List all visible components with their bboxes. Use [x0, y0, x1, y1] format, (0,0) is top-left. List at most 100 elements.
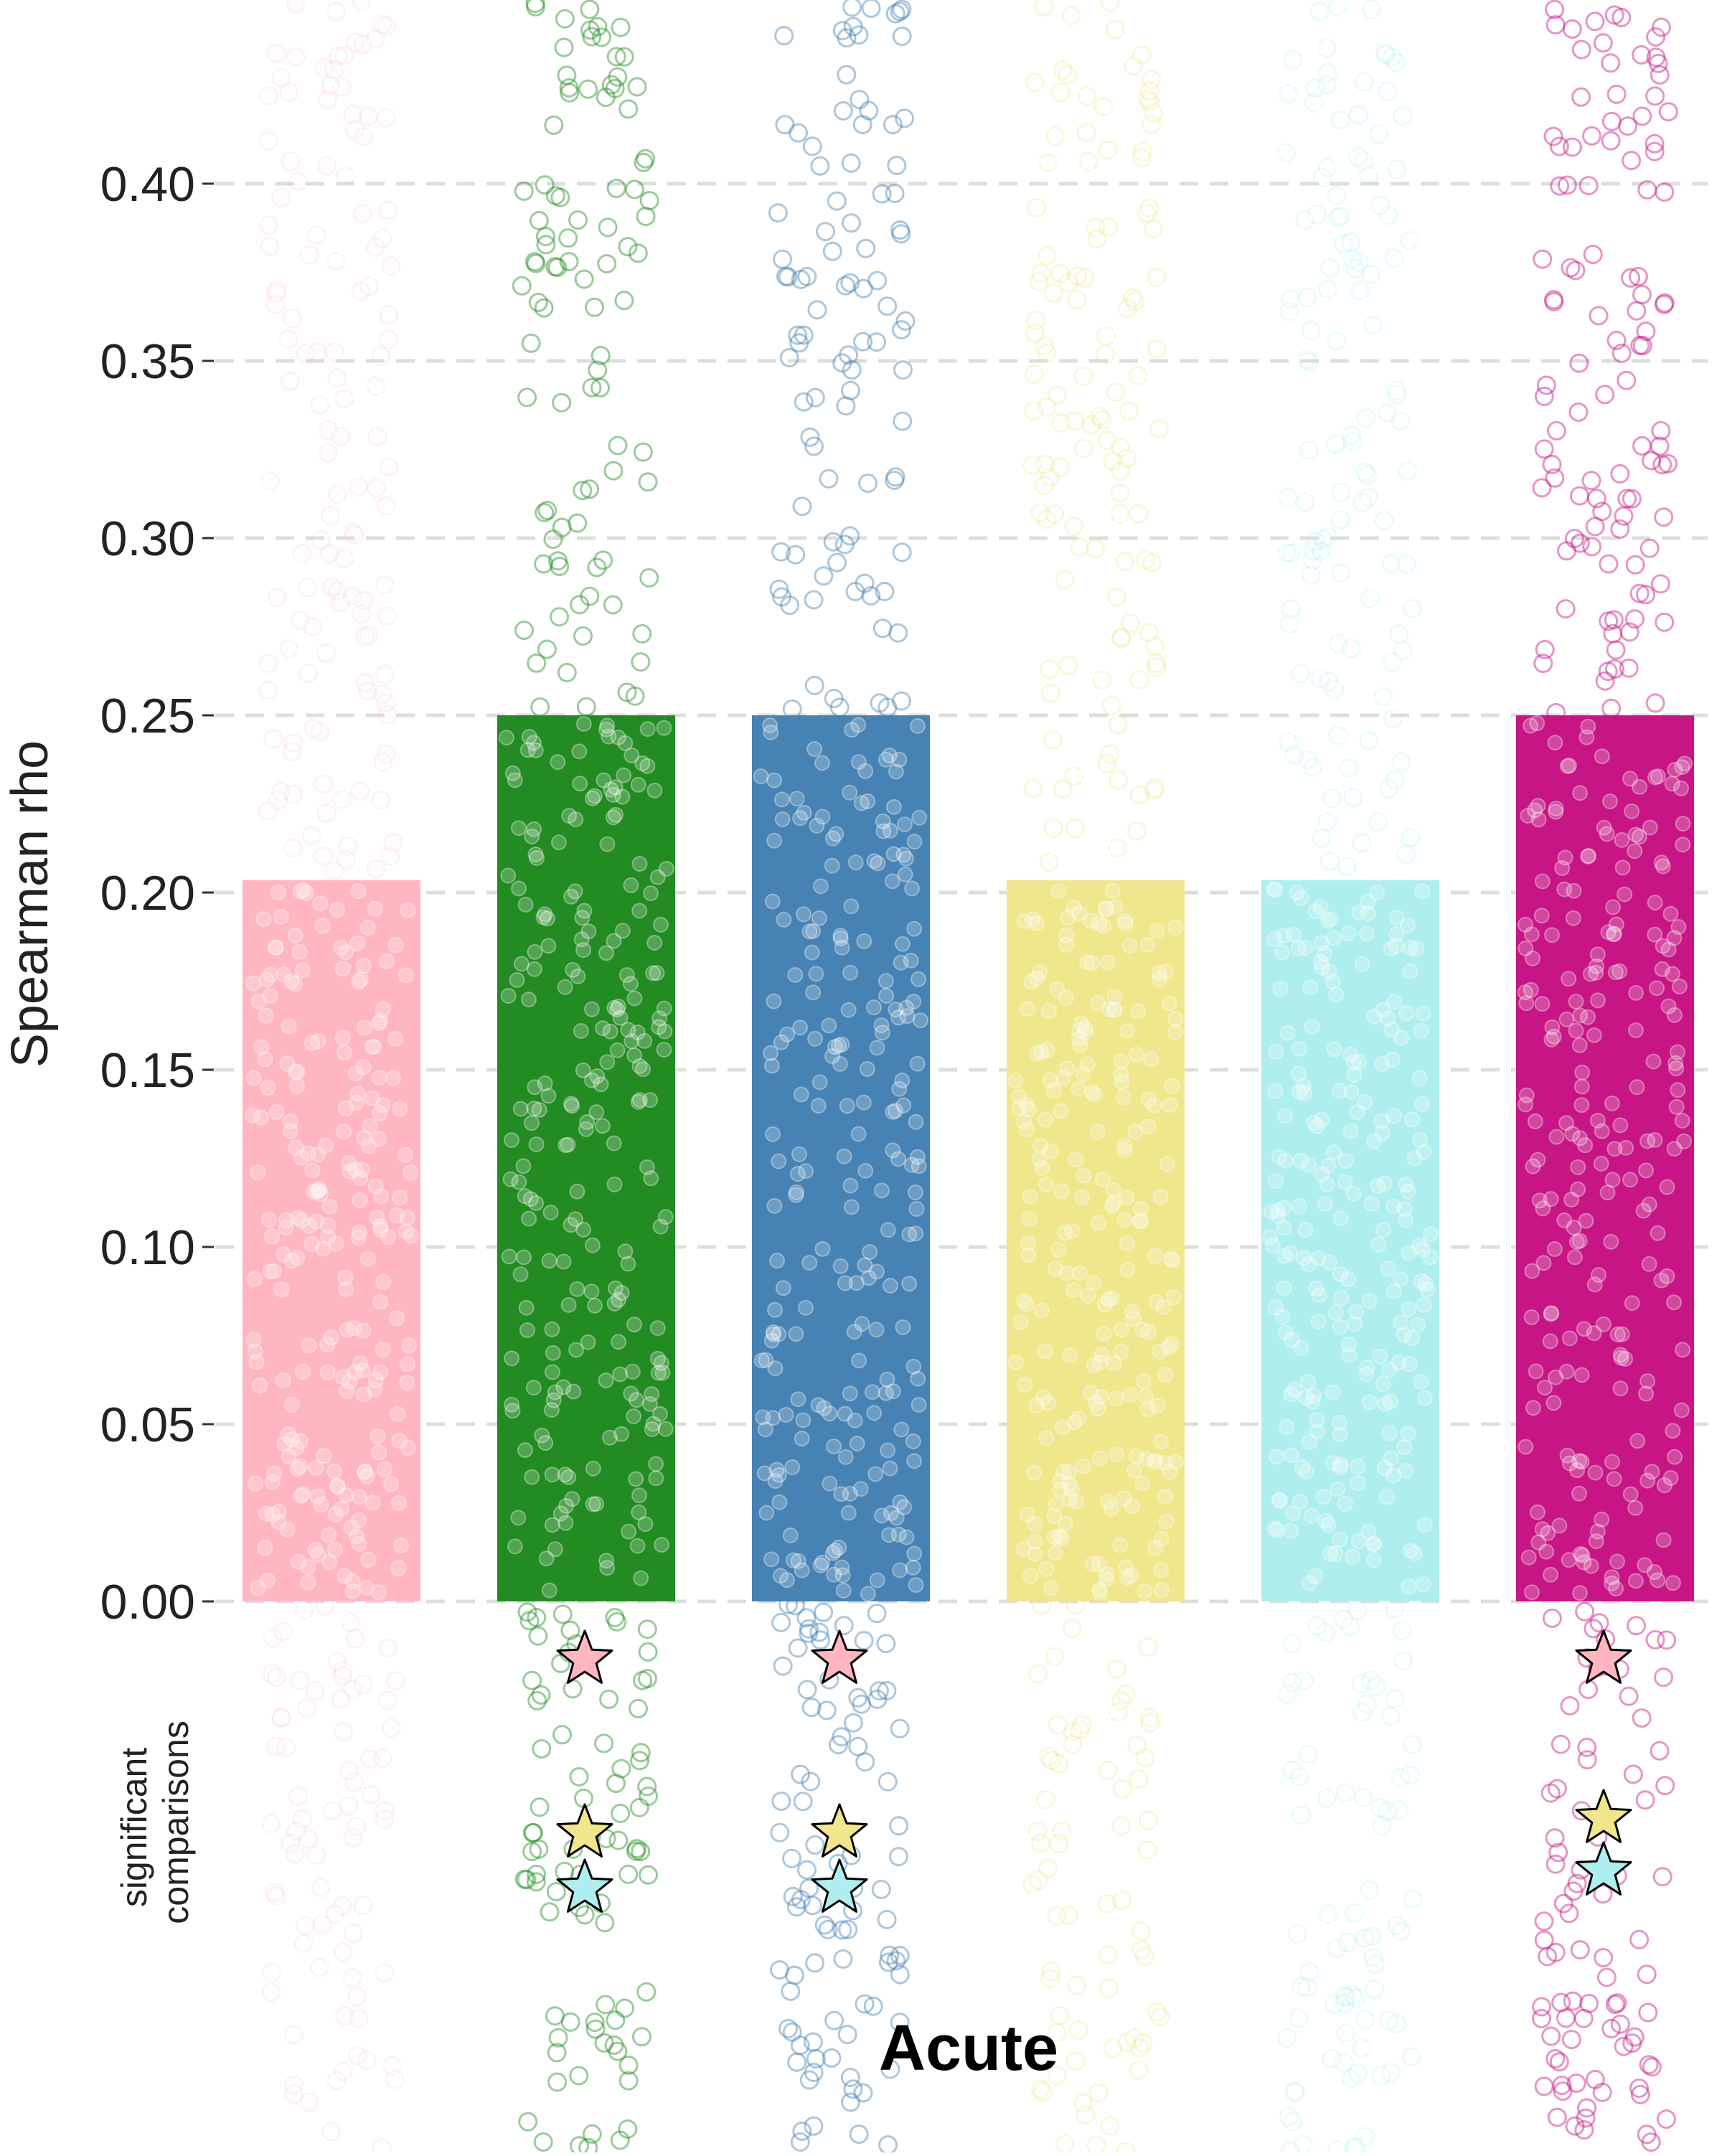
jitter-point [524, 252, 545, 272]
jitter-point [1604, 5, 1624, 25]
jitter-point [1276, 1248, 1293, 1264]
jitter-point [1547, 1779, 1567, 1799]
jitter-point [576, 697, 596, 717]
jitter-point [339, 1322, 356, 1338]
jitter-point [791, 1764, 811, 1784]
jitter-point [515, 1158, 532, 1174]
jitter-point [1167, 1454, 1184, 1471]
jitter-point [1124, 56, 1144, 76]
jitter-point [340, 1612, 360, 1632]
jitter-point [1586, 489, 1606, 509]
jitter-point [626, 990, 643, 1007]
jitter-point [841, 2092, 860, 2112]
jitter-point [1029, 970, 1045, 987]
jitter-point [788, 1187, 804, 1203]
jitter-point [387, 1030, 404, 1047]
jitter-point [638, 1669, 657, 1688]
jitter-point [833, 1486, 850, 1502]
jitter-point [1545, 1942, 1566, 1962]
jitter-point [637, 1776, 657, 1797]
jitter-point [824, 830, 841, 847]
jitter-point [1153, 1530, 1170, 1547]
jitter-point [1040, 683, 1060, 703]
jitter-point [639, 568, 659, 588]
jitter-point [1655, 1776, 1675, 1796]
jitter-point [578, 1121, 594, 1137]
jitter-point [339, 1761, 359, 1781]
jitter-point [573, 626, 593, 646]
jitter-point [859, 100, 879, 121]
jitter-point [1108, 838, 1128, 858]
jitter-point [279, 639, 299, 659]
jitter-point [1292, 1977, 1312, 1997]
jitter-point [1534, 1521, 1551, 1538]
jitter-point [1354, 956, 1370, 972]
jitter-point [345, 1629, 365, 1649]
jitter-point [1032, 1596, 1052, 1616]
jitter-point [1610, 463, 1630, 484]
jitter-point [389, 1406, 405, 1422]
jitter-point [1666, 1294, 1682, 1311]
jitter-point [1592, 502, 1612, 522]
jitter-point [560, 83, 580, 103]
jitter-point [261, 1962, 281, 1982]
jitter-point [607, 779, 624, 796]
jitter-point [1111, 438, 1131, 458]
jitter-point [580, 0, 600, 19]
jitter-point [1050, 882, 1067, 899]
jitter-point [1327, 186, 1347, 205]
jitter-point [618, 99, 639, 119]
jitter-point [276, 1246, 292, 1263]
jitter-point [1109, 1446, 1125, 1463]
jitter-point [293, 1934, 314, 1954]
jitter-point [338, 837, 358, 856]
jitter-point [1155, 1299, 1172, 1315]
jitter-point [1617, 886, 1633, 903]
jitter-point [372, 1748, 392, 1768]
jitter-point [338, 1487, 354, 1503]
jitter-point [1113, 1053, 1129, 1070]
jitter-point [258, 680, 278, 700]
jitter-point [352, 971, 369, 988]
jitter-point [321, 1527, 337, 1543]
jitter-point [294, 1363, 311, 1380]
jitter-point [1599, 611, 1619, 631]
jitter-point [1286, 926, 1302, 943]
jitter-point [842, 1486, 858, 1502]
jitter-point [624, 1033, 640, 1050]
jitter-point [370, 1584, 387, 1601]
jitter-point [355, 673, 375, 693]
jitter-point [292, 1433, 309, 1449]
jitter-point [378, 1638, 398, 1658]
jitter-point [1268, 1043, 1284, 1060]
jitter-point [651, 1019, 667, 1035]
jitter-point [637, 1619, 657, 1639]
jitter-point [1667, 1055, 1684, 1071]
jitter-point [1313, 935, 1330, 951]
jitter-point [367, 900, 383, 917]
y-axis-title: Spearman rho [1, 740, 59, 1068]
jitter-point [636, 1982, 657, 2002]
jitter-point [892, 1494, 908, 1510]
jitter-point [1545, 0, 1565, 19]
jitter-point [298, 885, 315, 901]
jitter-point [1375, 1375, 1391, 1392]
jitter-point [1627, 827, 1644, 843]
jitter-point [1566, 1249, 1583, 1266]
jitter-point [338, 1281, 354, 1297]
jitter-point [245, 1332, 262, 1348]
jitter-point [769, 579, 789, 599]
jitter-point [500, 867, 517, 884]
jitter-point [631, 1092, 648, 1108]
jitter-point [1077, 1024, 1093, 1040]
jitter-point [855, 1994, 875, 2014]
jitter-point [1627, 1616, 1646, 1636]
jitter-point [1116, 1137, 1133, 1154]
jitter-point [367, 426, 387, 446]
jitter-point [266, 1465, 282, 1482]
jitter-point [570, 595, 590, 615]
jitter-point [1385, 1198, 1401, 1215]
jitter-point [1070, 1720, 1090, 1740]
jitter-point [399, 1375, 415, 1390]
jitter-point [812, 1557, 829, 1573]
